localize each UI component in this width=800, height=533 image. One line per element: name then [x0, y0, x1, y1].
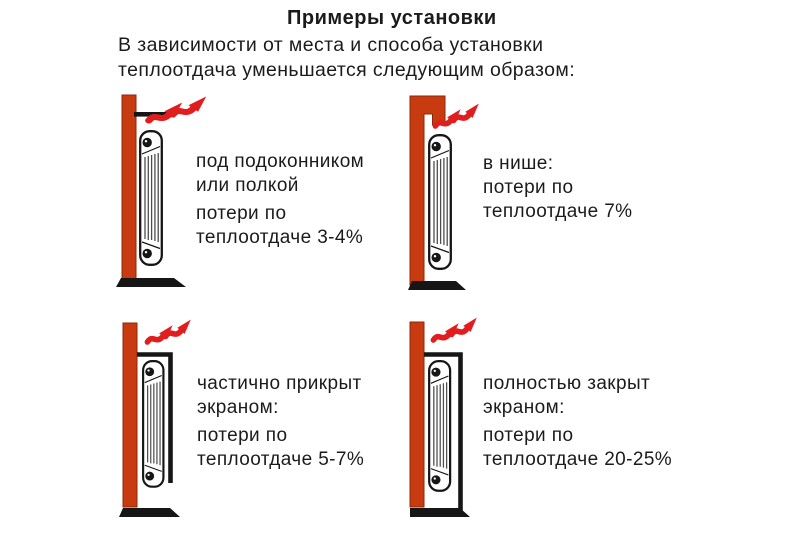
full-screen-box: [424, 352, 463, 512]
page-subtitle: В зависимости от места и способа установ…: [118, 33, 575, 83]
figure-radiator-in-niche: [408, 95, 500, 290]
figure-radiator-full-screen: [409, 316, 500, 517]
subtitle-line: В зависимости от места и способа установ…: [118, 34, 544, 56]
caption-line: частично прикрыт: [197, 373, 362, 394]
floor: [119, 508, 180, 517]
partial-screen: [137, 352, 173, 483]
radiator-icon: [428, 360, 452, 492]
wall: [122, 322, 138, 508]
heat-arrows-icon: [149, 97, 206, 121]
radiator-icon: [428, 134, 452, 270]
caption-in-niche: в нише: потери по теплоотдаче 7%: [483, 152, 632, 224]
caption-line: потери по: [483, 177, 574, 198]
windowsill-shelf: [134, 112, 169, 117]
figure-radiator-under-windowsill: [116, 94, 212, 287]
caption-line: теплоотдаче 20-25%: [483, 449, 673, 470]
caption-line: полностью закрыт: [483, 373, 651, 394]
page-title: Примеры установки: [287, 7, 497, 29]
caption-line: теплоотдаче 7%: [483, 201, 633, 222]
caption-line: потери по: [196, 203, 287, 224]
caption-partial-screen: частично прикрыт экраном: потери по тепл…: [197, 372, 364, 472]
floor: [410, 508, 470, 517]
figure-radiator-partial-screen: [119, 316, 210, 517]
caption-line: под подоконником: [196, 151, 365, 172]
caption-line: экраном:: [197, 397, 279, 418]
heat-arrows-icon: [147, 320, 190, 342]
subtitle-line: теплоотдача уменьшается следующим образо…: [118, 59, 576, 81]
wall: [121, 94, 137, 285]
caption-line: теплоотдаче 5-7%: [197, 449, 365, 470]
caption-full-screen: полностью закрыт экраном: потери по тепл…: [483, 372, 672, 472]
heat-arrows-icon: [433, 318, 476, 340]
floor: [408, 281, 466, 290]
caption-line: в нише:: [483, 153, 554, 174]
wall: [409, 321, 425, 508]
floor: [116, 278, 186, 287]
caption-line: потери по: [483, 425, 574, 446]
caption-line: потери по: [197, 425, 288, 446]
caption-line: теплоотдаче 3-4%: [196, 227, 364, 248]
radiator-icon: [139, 130, 163, 266]
caption-under-windowsill: под подоконником или полкой потери по те…: [196, 150, 364, 250]
caption-line: экраном:: [483, 397, 565, 418]
caption-line: или полкой: [196, 175, 299, 196]
radiator-icon: [142, 360, 165, 488]
